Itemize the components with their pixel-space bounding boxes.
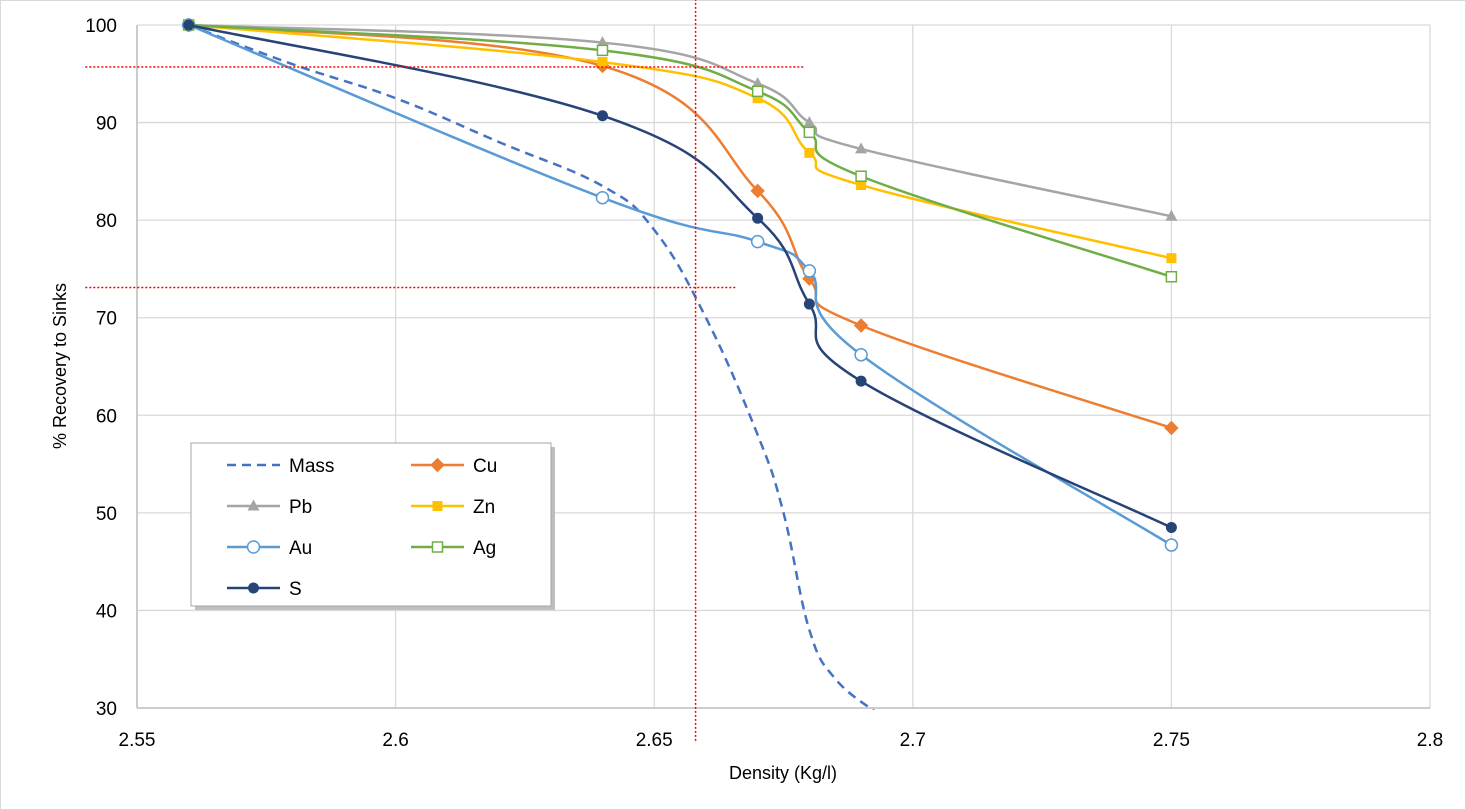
data-point-s [855, 375, 867, 387]
series-group [181, 17, 1179, 710]
data-point-ag [1165, 270, 1178, 283]
data-point-ag [751, 85, 764, 98]
series-zn [183, 20, 1177, 264]
x-tick-label: 2.55 [119, 730, 156, 751]
data-point-s [803, 298, 815, 310]
y-tick-label: 80 [96, 211, 117, 232]
series-line-s [188, 23, 1172, 529]
y-tick-label: 50 [96, 504, 117, 525]
data-point-zn [804, 147, 815, 158]
data-point-au [1164, 538, 1179, 552]
series-line-cu [188, 23, 1172, 430]
legend-box [190, 442, 552, 607]
legend-label-zn: Zn [473, 497, 495, 518]
data-point-cu [750, 183, 765, 199]
legend-item-mass: Mass [227, 456, 334, 477]
legend-label-ag: Ag [473, 538, 496, 559]
y-tick-label: 30 [96, 699, 117, 720]
data-point-zn [1166, 253, 1177, 264]
legend-item-s: S [227, 579, 302, 600]
legend-label-pb: Pb [289, 497, 312, 518]
legend-item-zn: Zn [411, 497, 495, 518]
y-tick-label: 60 [96, 406, 117, 427]
data-point-s [183, 19, 195, 31]
y-tick-label: 100 [85, 16, 117, 37]
data-point-cu [1164, 420, 1179, 436]
series-line-pb [188, 23, 1172, 218]
legend-label-mass: Mass [289, 456, 334, 477]
legend-marker-au [246, 540, 261, 554]
x-tick-label: 2.65 [636, 730, 673, 751]
legend-item-ag: Ag [411, 538, 496, 559]
axes [136, 25, 1430, 709]
legend-item-cu: Cu [411, 456, 497, 477]
x-tick-label: 2.8 [1417, 730, 1443, 751]
data-point-ag [803, 126, 816, 139]
data-point-s [596, 110, 608, 122]
legend-label-s: S [289, 579, 302, 600]
legend-marker-zn [432, 501, 443, 511]
legend-label-cu: Cu [473, 456, 497, 477]
series-ag [182, 19, 1178, 283]
legend: Mass Cu Pb Zn Au Ag S [190, 442, 555, 610]
data-point-zn [856, 180, 867, 191]
data-point-au [854, 348, 868, 362]
data-point-pb [596, 36, 609, 48]
legend-marker-ag [431, 541, 444, 553]
data-point-s [1165, 521, 1177, 533]
x-axis-title: Density (Kg/l) [729, 763, 837, 783]
data-point-pb [803, 116, 816, 128]
series-pb [182, 18, 1178, 221]
x-tick-label: 2.75 [1153, 730, 1190, 751]
y-tick-label: 40 [96, 601, 117, 622]
legend-label-au: Au [289, 538, 312, 559]
y-tick-label: 90 [96, 114, 117, 135]
series-s [183, 19, 1177, 533]
legend-marker-pb [247, 499, 260, 511]
y-tick-label: 70 [96, 309, 117, 330]
data-point-s [752, 212, 764, 224]
legend-item-pb: Pb [227, 497, 312, 518]
tick-labels: 30 40 50 60 70 80 90 100 2.55 2.6 2.65 2.7 2.75 2.8 [85, 16, 1443, 751]
legend-item-au: Au [227, 538, 312, 559]
reference-lines [85, 0, 805, 743]
series-line-zn [188, 23, 1172, 260]
legend-marker-cu [430, 457, 445, 473]
data-point-pb [855, 142, 868, 154]
legend-marker-s [248, 582, 259, 594]
data-point-pb [1165, 209, 1178, 221]
data-point-zn [752, 93, 763, 104]
data-point-ag [596, 44, 609, 57]
data-point-pb [751, 77, 764, 89]
data-point-zn [597, 57, 608, 68]
series-line-ag [188, 23, 1172, 278]
data-point-au [595, 190, 610, 205]
data-point-cu [853, 318, 869, 333]
data-point-au [750, 234, 765, 249]
series-line-mass [188, 23, 875, 710]
x-tick-label: 2.6 [382, 730, 408, 751]
data-point-au [802, 264, 817, 278]
series-mass [188, 23, 875, 710]
data-point-ag [855, 170, 867, 182]
y-axis-title: % Recovery to Sinks [50, 283, 70, 449]
x-tick-label: 2.7 [900, 730, 926, 751]
